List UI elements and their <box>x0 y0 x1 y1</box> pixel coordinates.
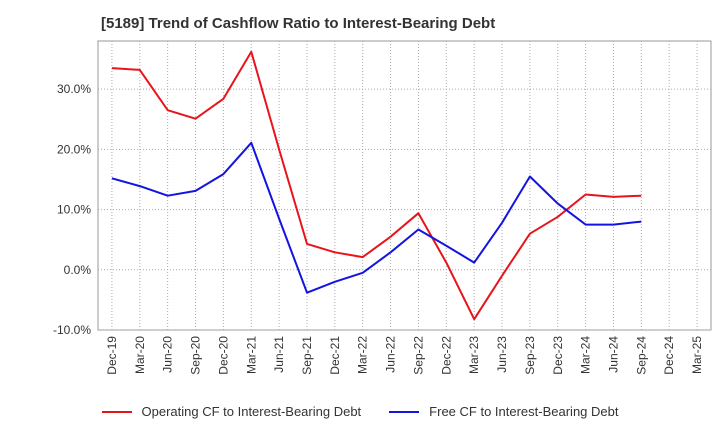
legend-label-free-cf: Free CF to Interest-Bearing Debt <box>429 404 619 419</box>
legend-label-operating-cf: Operating CF to Interest-Bearing Debt <box>141 404 362 419</box>
x-tick-label: Mar-20 <box>133 336 147 374</box>
x-tick-label: Sep-24 <box>634 336 648 375</box>
legend-swatch-free-cf <box>389 410 420 413</box>
legend: Operating CF to Interest-Bearing Debt Fr… <box>0 404 720 419</box>
legend-swatch-operating-cf <box>101 410 132 413</box>
x-tick-label: Jun-22 <box>384 336 398 373</box>
x-tick-label: Dec-22 <box>439 336 453 375</box>
y-tick-label: 30.0% <box>57 82 91 96</box>
legend-item-operating-cf: Operating CF to Interest-Bearing Debt <box>101 404 362 419</box>
x-tick-label: Dec-21 <box>328 336 342 375</box>
x-tick-label: Jun-24 <box>606 336 620 373</box>
x-tick-label: Dec-23 <box>551 336 565 375</box>
x-axis: Dec-19 Mar-20 Jun-20 Sep-20 Dec-20 Mar-21 Jun-… <box>105 336 704 375</box>
x-tick-label: Sep-20 <box>189 336 203 375</box>
y-tick-label: -10.0% <box>53 323 91 337</box>
x-tick-label: Jun-23 <box>495 336 509 373</box>
x-tick-label: Jun-21 <box>272 336 286 373</box>
y-tick-label: 0.0% <box>64 263 92 277</box>
x-tick-label: Mar-24 <box>579 336 593 374</box>
chart-title: [5189] Trend of Cashflow Ratio to Intere… <box>101 15 496 32</box>
x-tick-label: Mar-21 <box>244 336 258 374</box>
x-tick-label: Sep-23 <box>523 336 537 375</box>
x-tick-label: Dec-19 <box>105 336 119 375</box>
x-tick-label: Sep-22 <box>411 336 425 375</box>
x-tick-label: Mar-25 <box>690 336 704 374</box>
x-tick-label: Jun-20 <box>161 336 175 373</box>
y-axis: -10.0% 0.0% 10.0% 20.0% 30.0% <box>53 82 91 337</box>
x-tick-label: Dec-24 <box>662 336 676 375</box>
y-tick-label: 10.0% <box>57 203 91 217</box>
y-tick-label: 20.0% <box>57 142 91 156</box>
series-line-operating-cf <box>111 50 642 321</box>
x-tick-label: Mar-23 <box>467 336 481 374</box>
x-tick-label: Dec-20 <box>216 336 230 375</box>
series-lines <box>111 50 642 321</box>
legend-item-free-cf: Free CF to Interest-Bearing Debt <box>389 404 618 419</box>
x-tick-label: Sep-21 <box>300 336 314 375</box>
x-tick-label: Mar-22 <box>356 336 370 374</box>
series-line-free-cf <box>111 141 642 294</box>
plot-area <box>97 40 712 331</box>
grid-lines <box>98 41 711 331</box>
